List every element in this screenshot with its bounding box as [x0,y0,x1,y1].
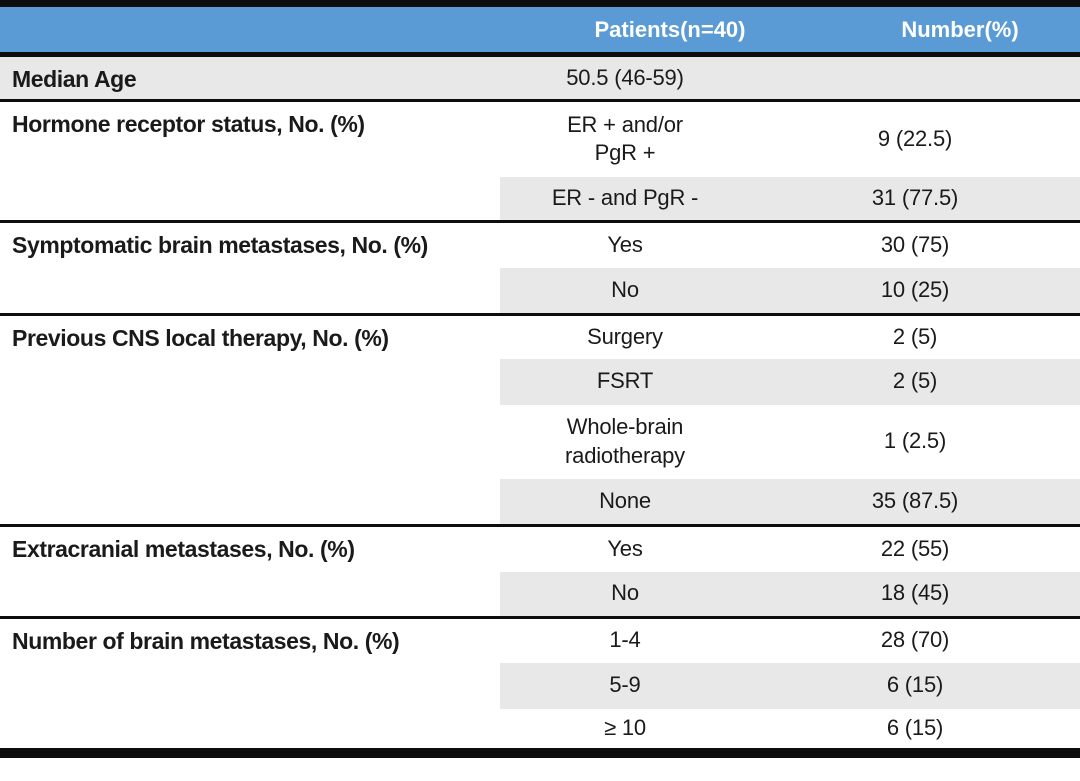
cell-number-symptomatic-no: 10 (25) [750,267,1080,315]
header-row: Patients(n=40) Number(%) [0,3,1080,57]
table-row-brainmets-5-9: 5-9 6 (15) [0,662,1080,709]
cell-value-er-negative: ER - and PgR - [500,176,750,222]
header-label-number: Number(%) [901,16,1019,42]
table-row-fsrt: FSRT 2 (5) [0,358,1080,405]
cell-number-er-negative: 31 (77.5) [750,176,1080,222]
header-cell-patients: Patients(n=40) [500,3,750,57]
cell-number-brainmets-gte10: 6 (15) [886,714,944,740]
table-row-er-negative: ER - and PgR - 31 (77.5) [0,176,1080,222]
cell-value-extracranial-no: No [500,571,750,618]
cell-number-extracranial-no: 18 (45) [750,571,1080,618]
cell-value-brainmets-1-4: 1-4 [500,616,750,663]
patient-characteristics-table: Patients(n=40) Number(%) Median Age 50.5… [0,0,1080,758]
header-label-patients: Patients(n=40) [594,16,746,42]
cell-number-surgery: 2 (5) [750,313,1080,359]
table-body: Median Age 50.5 (46-59) Hormone receptor… [0,53,1080,753]
row-label-number-brain-mets: Number of brain metastases, No. (%) [0,616,500,753]
table-row-whole-brain: Whole-brain radiotherapy 1 (2.5) [0,405,1080,479]
table-row-brainmets-gte10: ≥ 10 6 (15) [0,709,1080,753]
cell-number-fsrt: 2 (5) [750,358,1080,405]
row-label-median-age: Median Age [0,53,500,101]
header-cell-empty [0,3,500,57]
table-row-surgery: Previous CNS local therapy, No. (%) Surg… [0,313,1080,526]
cell-number-brainmets-5-9: 6 (15) [750,662,1080,709]
table-row-none: None 35 (87.5) [0,478,1080,526]
cell-value-extracranial-yes: Yes [500,524,750,572]
table-row-median-age: Median Age 50.5 (46-59) [0,53,1080,101]
cell-number-none: 35 (87.5) [750,478,1080,526]
table-header: Patients(n=40) Number(%) [0,3,1080,57]
cell-value-er-positive: ER + and/or PgR + [500,99,750,177]
cell-value-symptomatic-no: No [500,267,750,315]
header-cell-number: Number(%) [750,3,1080,57]
cell-value-symptomatic-yes: Yes [500,220,750,268]
cell-value-median-age: 50.5 (46-59) [500,53,750,101]
cell-value-none: None [500,478,750,526]
cell-value-whole-brain: Whole-brain radiotherapy [565,413,685,468]
cell-number-median-age [750,53,1080,101]
row-label-extracranial: Extracranial metastases, No. (%) [0,524,500,618]
table-row-symptomatic-yes: Symptomatic brain metastases, No. (%) Ye… [0,220,1080,315]
table-row-brainmets-1-4: Number of brain metastases, No. (%) 1-4 … [0,616,1080,753]
table-row-er-positive: Hormone receptor status, No. (%) ER + an… [0,99,1080,222]
row-label-previous-cns: Previous CNS local therapy, No. (%) [0,313,500,526]
cell-value-brainmets-5-9: 5-9 [500,662,750,709]
cell-number-brainmets-1-4: 28 (70) [750,616,1080,663]
row-label-hormone-receptor: Hormone receptor status, No. (%) [0,99,500,222]
cell-number-whole-brain: 1 (2.5) [883,428,947,454]
cell-value-surgery: Surgery [500,313,750,359]
table-row-extracranial-yes: Extracranial metastases, No. (%) Yes 22 … [0,524,1080,618]
table-row-extracranial-no: No 18 (45) [0,571,1080,618]
cell-value-brainmets-gte10: ≥ 10 [604,714,646,740]
cell-number-symptomatic-yes: 30 (75) [750,220,1080,268]
row-label-symptomatic: Symptomatic brain metastases, No. (%) [0,220,500,315]
cell-value-fsrt: FSRT [500,358,750,405]
cell-number-er-positive: 9 (22.5) [750,99,1080,177]
table-row-symptomatic-no: No 10 (25) [0,267,1080,315]
cell-number-extracranial-yes: 22 (55) [750,524,1080,572]
